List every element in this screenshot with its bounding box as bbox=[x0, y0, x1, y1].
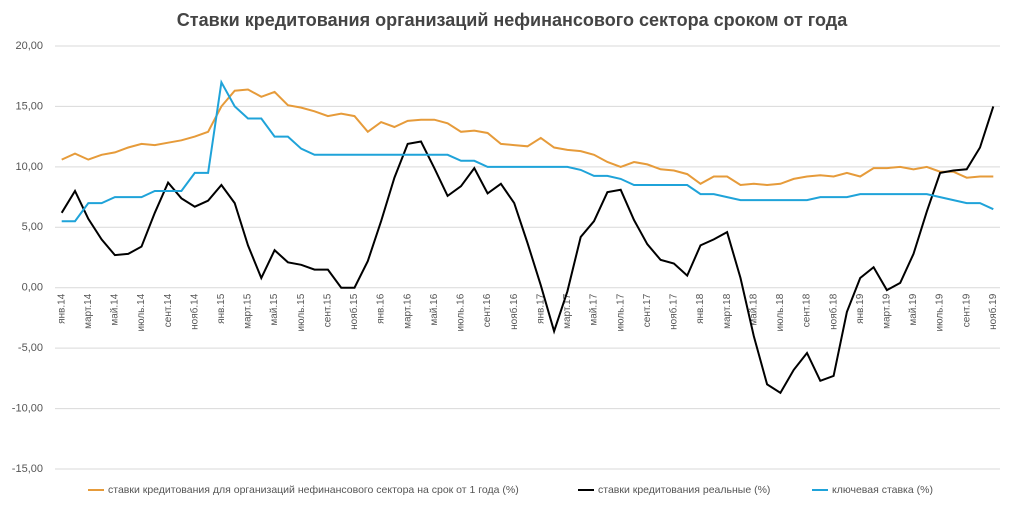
y-tick-label: -15,00 bbox=[12, 463, 43, 475]
x-tick-label: янв.14 bbox=[56, 293, 67, 324]
x-tick-label: май.16 bbox=[429, 293, 440, 325]
x-tick-label: март.19 bbox=[882, 293, 893, 329]
x-tick-label: янв.18 bbox=[695, 293, 706, 324]
x-tick-label: нояб.18 bbox=[827, 293, 839, 330]
x-tick-label: июль.19 bbox=[935, 293, 946, 331]
y-tick-label: 10,00 bbox=[15, 161, 43, 173]
y-tick-label: 0,00 bbox=[22, 282, 43, 294]
x-tick-label: июль.17 bbox=[615, 293, 626, 331]
y-tick-label: -10,00 bbox=[12, 402, 43, 414]
y-tick-label: 15,00 bbox=[15, 100, 43, 112]
x-tick-label: янв.16 bbox=[376, 293, 387, 324]
legend-label: ключевая ставка (%) bbox=[832, 484, 933, 496]
x-tick-label: март.15 bbox=[243, 293, 254, 329]
x-tick-label: июль.18 bbox=[775, 293, 786, 331]
chart-title: Ставки кредитования организаций нефинанс… bbox=[177, 10, 848, 30]
x-tick-label: сент.15 bbox=[322, 293, 333, 327]
series-line bbox=[60, 106, 995, 395]
y-tick-label: 5,00 bbox=[22, 221, 43, 233]
x-tick-label: июль.15 bbox=[296, 293, 307, 331]
x-tick-label: янв.15 bbox=[216, 293, 227, 324]
x-tick-label: май.18 bbox=[748, 293, 759, 325]
x-tick-label: сент.18 bbox=[802, 293, 813, 327]
series-line bbox=[61, 79, 994, 223]
x-tick-label: июль.16 bbox=[456, 293, 467, 331]
x-tick-label: май.17 bbox=[589, 293, 600, 325]
x-tick-label: янв.17 bbox=[535, 293, 546, 324]
x-tick-label: июль.14 bbox=[136, 293, 147, 331]
x-tick-label: март.14 bbox=[83, 293, 94, 329]
series-line bbox=[61, 88, 994, 187]
x-tick-label: нояб.15 bbox=[348, 293, 360, 330]
x-tick-label: нояб.17 bbox=[668, 293, 680, 330]
x-tick-label: нояб.14 bbox=[188, 293, 200, 330]
x-tick-label: сент.19 bbox=[961, 293, 972, 327]
x-tick-label: май.19 bbox=[908, 293, 919, 325]
x-tick-label: сент.17 bbox=[642, 293, 653, 327]
y-tick-label: 20,00 bbox=[15, 40, 43, 52]
x-tick-label: май.14 bbox=[110, 293, 121, 325]
x-tick-label: нояб.16 bbox=[508, 293, 520, 330]
x-tick-label: март.18 bbox=[722, 293, 733, 329]
legend-label: ставки кредитования реальные (%) bbox=[598, 484, 770, 496]
x-tick-label: март.16 bbox=[402, 293, 413, 329]
x-tick-label: нояб.19 bbox=[987, 293, 999, 330]
x-tick-label: сент.16 bbox=[482, 293, 493, 327]
x-tick-label: март.17 bbox=[562, 293, 573, 329]
x-tick-label: май.15 bbox=[269, 293, 280, 325]
legend-label: ставки кредитования для организаций нефи… bbox=[108, 484, 519, 496]
x-tick-label: янв.19 bbox=[855, 293, 866, 324]
x-tick-label: сент.14 bbox=[163, 293, 174, 327]
y-tick-label: -5,00 bbox=[18, 342, 43, 354]
